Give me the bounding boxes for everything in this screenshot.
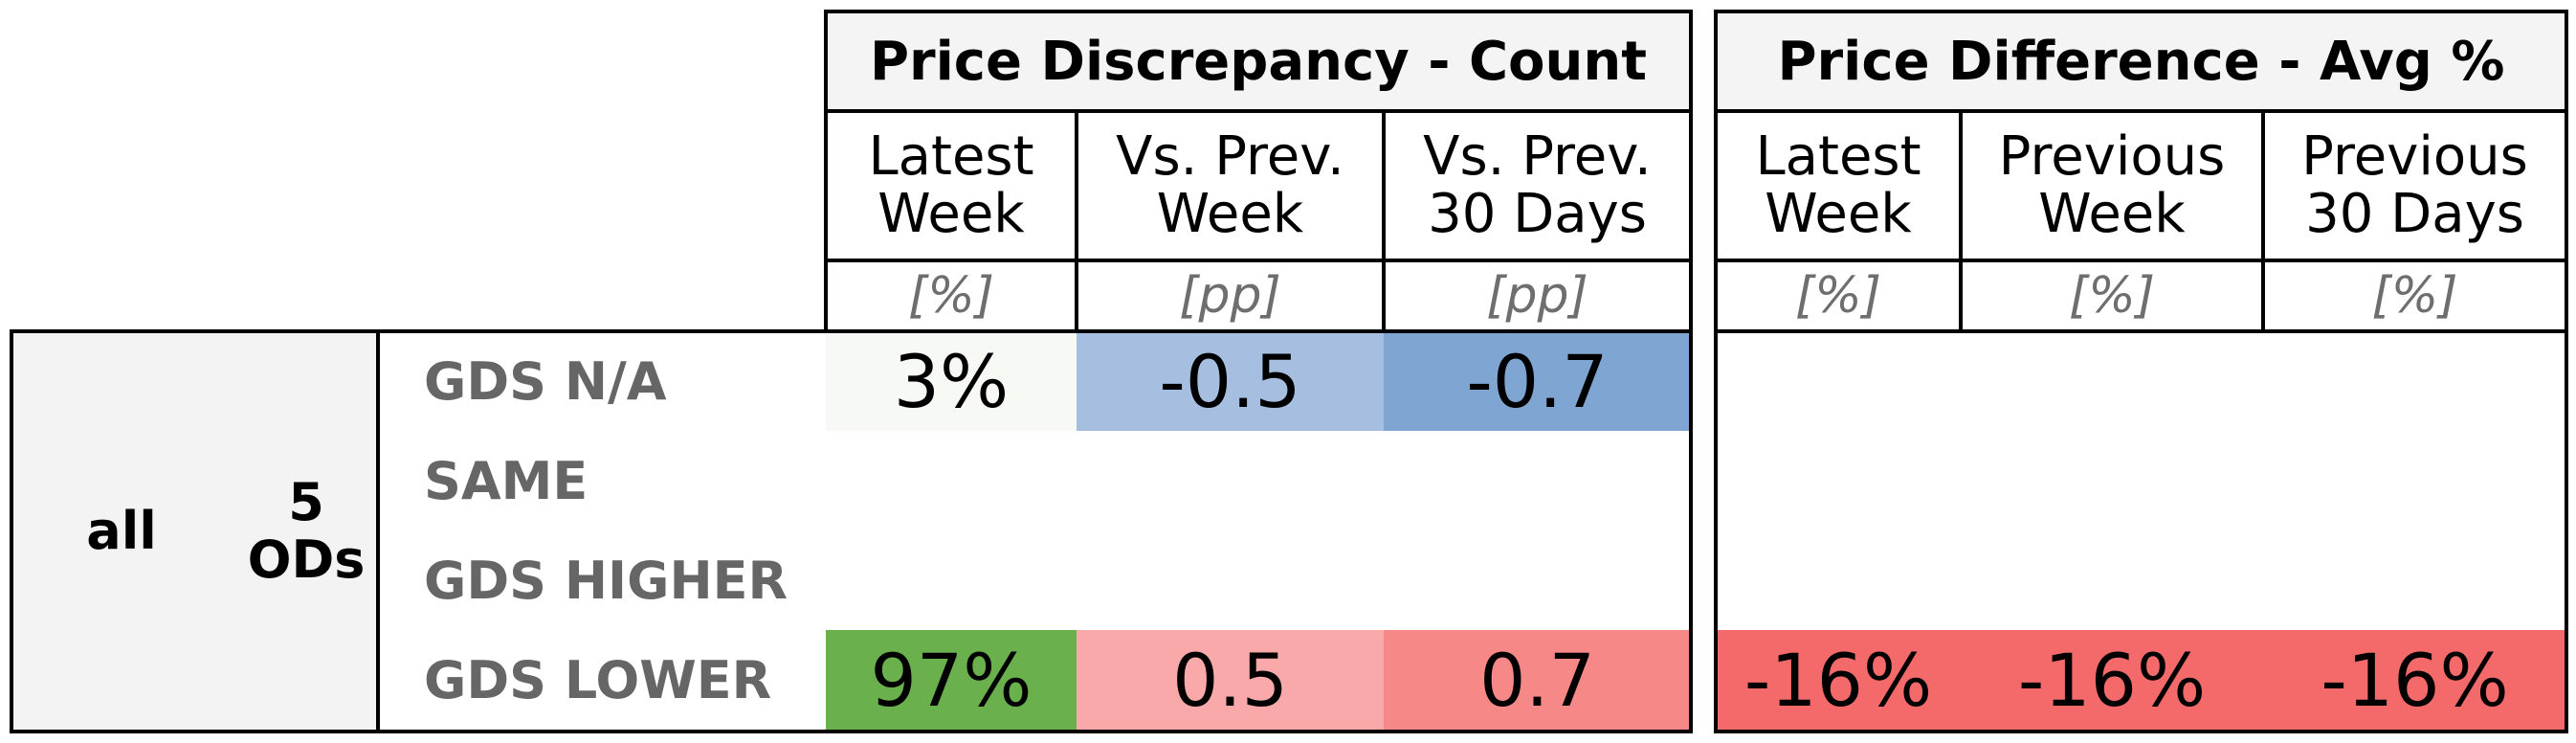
unit-vs-prev-week: [pp] xyxy=(1179,267,1281,325)
cell-gds-lower-vs-prev-week: 0.5 xyxy=(1077,630,1384,730)
grid-line xyxy=(1714,730,2568,733)
group-block xyxy=(11,331,378,732)
cell-gds-lower-avg-previous-30-days: -16% xyxy=(2263,630,2566,730)
row-label-gds-higher: GDS HIGHER xyxy=(424,550,788,611)
grid-line xyxy=(376,329,380,733)
grid-line xyxy=(1714,10,2568,13)
row-label-same: SAME xyxy=(424,450,588,511)
col-header-avg-latest-week: Latest Week xyxy=(1755,125,1921,245)
col-header-avg-previous-week: Previous Week xyxy=(1998,125,2226,245)
grid-line xyxy=(1075,109,1078,333)
col-header-vs-prev-week: Vs. Prev. Week xyxy=(1116,125,1344,245)
unit-avg-previous-30-days: [%] xyxy=(2371,267,2458,325)
grid-line xyxy=(2565,10,2568,733)
row-label-gds-lower: GDS LOWER xyxy=(424,649,772,710)
grid-line xyxy=(826,109,1693,113)
row-label-gds-na: GDS N/A xyxy=(424,350,667,412)
col-header-latest-week: Latest Week xyxy=(868,125,1034,245)
col-header-avg-previous-30-days: Previous 30 Days xyxy=(2301,125,2528,245)
group-label-ods: 5 ODs xyxy=(247,472,366,590)
cell-gds-na-latest-week: 3% xyxy=(826,331,1077,431)
grid-line xyxy=(1714,109,2568,113)
grid-line xyxy=(1714,259,2568,262)
unit-avg-previous-week: [%] xyxy=(2069,267,2155,325)
unit-avg-latest-week: [%] xyxy=(1795,267,1881,325)
cell-gds-lower-vs-prev-30-days: 0.7 xyxy=(1384,630,1691,730)
grid-line xyxy=(1689,10,1693,733)
col-header-vs-prev-30-days: Vs. Prev. 30 Days xyxy=(1423,125,1652,245)
grid-line xyxy=(1714,329,2568,333)
cell-gds-na-vs-prev-30-days: -0.7 xyxy=(1384,331,1691,431)
grid-line xyxy=(826,259,1693,262)
grid-line xyxy=(10,329,13,733)
section-title-discrepancy: Price Discrepancy - Count xyxy=(826,11,1691,111)
unit-latest-week: [%] xyxy=(908,267,994,325)
cell-gds-lower-avg-latest-week: -16% xyxy=(1716,630,1961,730)
cell-gds-lower-avg-previous-week: -16% xyxy=(1961,630,2263,730)
grid-line xyxy=(10,730,1693,733)
grid-line xyxy=(1959,109,1963,333)
grid-line xyxy=(824,10,828,333)
section-title-difference: Price Difference - Avg % xyxy=(1716,11,2566,111)
grid-line xyxy=(2261,109,2265,333)
grid-line xyxy=(1382,109,1386,333)
grid-line xyxy=(826,10,1693,13)
unit-vs-prev-30-days: [pp] xyxy=(1486,267,1588,325)
cell-gds-na-vs-prev-week: -0.5 xyxy=(1077,331,1384,431)
group-label-all: all xyxy=(86,501,157,561)
grid-line xyxy=(1714,10,1718,733)
grid-line xyxy=(10,329,1693,333)
cell-gds-lower-latest-week: 97% xyxy=(826,630,1077,730)
